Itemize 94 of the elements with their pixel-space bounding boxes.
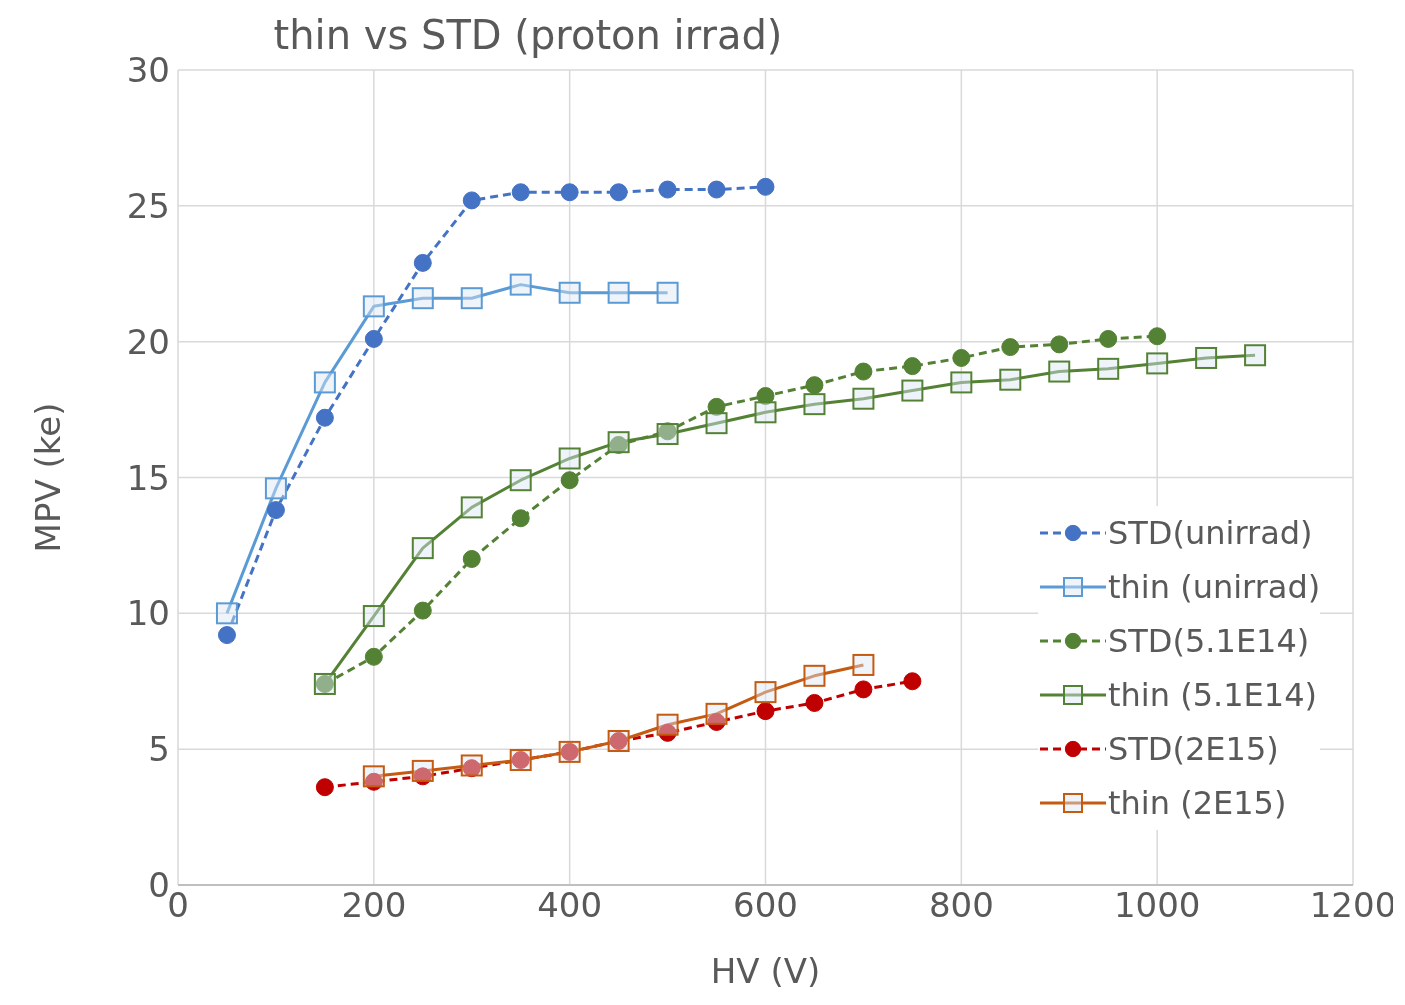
point	[658, 422, 677, 441]
point	[656, 423, 679, 446]
point	[217, 626, 236, 645]
point	[315, 778, 334, 797]
x-tick-label: 200	[341, 885, 407, 926]
point	[756, 702, 775, 721]
point	[950, 371, 973, 394]
point	[364, 772, 383, 791]
x-axis-title: HV (V)	[710, 951, 821, 991]
point	[411, 759, 434, 782]
point	[803, 393, 826, 416]
x-tick-label: 400	[537, 885, 603, 926]
point	[362, 295, 385, 318]
point	[1001, 338, 1020, 357]
y-tick-label: 10	[126, 593, 170, 634]
point	[462, 191, 481, 210]
point	[999, 368, 1022, 391]
legend-label: STD(2E15)	[1108, 730, 1279, 768]
point	[558, 447, 581, 470]
chart-title: thin vs STD (proton irrad)	[272, 12, 784, 58]
point	[707, 713, 726, 731]
point	[805, 693, 824, 712]
point	[1146, 352, 1169, 375]
point	[509, 273, 532, 296]
point	[607, 281, 630, 304]
point	[805, 376, 824, 395]
legend-label: STD(unirrad)	[1108, 514, 1313, 552]
point	[266, 501, 285, 520]
legend-label: STD(5.1E14)	[1108, 622, 1310, 660]
point	[1244, 344, 1267, 367]
point	[903, 672, 922, 691]
y-tick-label: 20	[126, 321, 170, 362]
point	[656, 713, 679, 736]
point	[656, 281, 679, 304]
point	[1099, 329, 1118, 348]
point	[705, 412, 728, 435]
point	[313, 371, 336, 394]
point	[315, 408, 334, 427]
point	[854, 680, 873, 699]
y-tick-label: 30	[126, 50, 170, 91]
point	[852, 653, 875, 676]
point	[460, 496, 483, 519]
point	[460, 287, 483, 310]
point	[901, 379, 924, 402]
point	[1195, 346, 1218, 369]
legend-label: thin (5.1E14)	[1108, 676, 1317, 714]
y-tick-label: 5	[148, 729, 170, 770]
point	[609, 183, 628, 202]
y-tick-label: 15	[126, 457, 170, 498]
point	[462, 759, 481, 778]
point	[264, 477, 287, 500]
point	[854, 362, 873, 381]
point	[707, 397, 726, 416]
point	[756, 387, 775, 405]
point	[560, 471, 579, 490]
legend-label: thin (unirrad)	[1108, 568, 1321, 606]
y-axis-title: MPV (ke)	[28, 402, 69, 553]
point	[558, 281, 581, 304]
point	[852, 387, 875, 410]
point	[658, 723, 677, 742]
point	[903, 357, 922, 376]
point	[413, 253, 432, 272]
point	[560, 183, 579, 202]
y-tick-label: 25	[126, 185, 170, 226]
point	[1048, 360, 1071, 383]
point	[411, 287, 434, 310]
point	[511, 509, 530, 528]
point	[364, 329, 383, 348]
x-tick-label: 800	[928, 885, 994, 926]
point	[364, 647, 383, 666]
x-tick-label: 600	[733, 885, 798, 926]
x-tick-label: 1000	[1113, 885, 1201, 926]
point	[705, 702, 728, 725]
point	[411, 537, 434, 560]
point	[460, 754, 483, 777]
point	[1097, 357, 1120, 380]
legend-label: thin (2E15)	[1108, 784, 1287, 822]
point	[362, 605, 385, 628]
point	[754, 681, 777, 704]
point	[707, 180, 726, 199]
point	[952, 348, 971, 367]
point	[362, 765, 385, 788]
point	[413, 601, 432, 620]
point	[803, 664, 826, 687]
point	[215, 602, 238, 625]
point	[1148, 327, 1167, 346]
point	[754, 401, 777, 424]
point	[1050, 335, 1069, 354]
point	[462, 550, 481, 568]
point	[511, 183, 530, 202]
point	[413, 767, 432, 786]
point	[509, 469, 532, 492]
point	[658, 180, 677, 199]
point	[756, 177, 775, 196]
